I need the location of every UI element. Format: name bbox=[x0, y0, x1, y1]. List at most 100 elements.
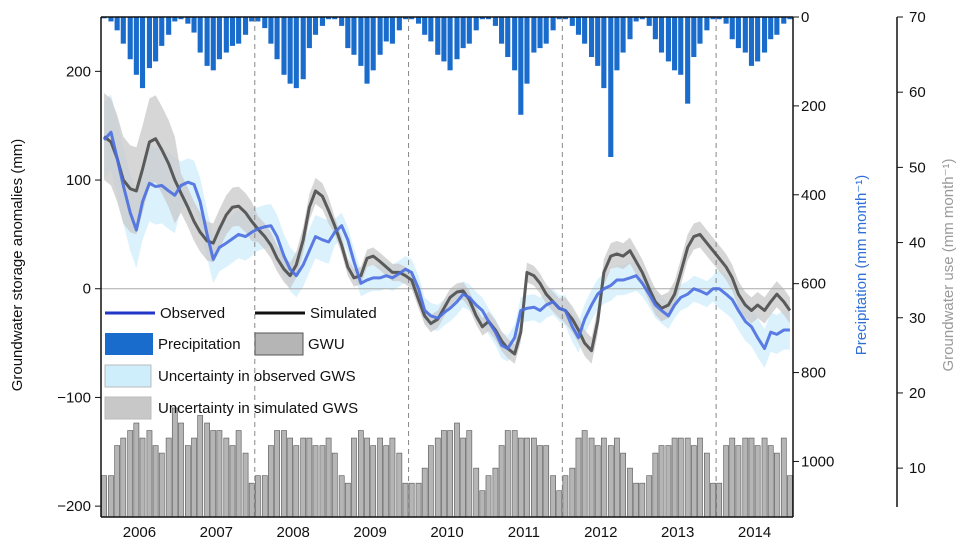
y-tick-label: −200 bbox=[57, 498, 91, 515]
gwu-bar bbox=[114, 445, 121, 518]
precipitation-bar bbox=[742, 17, 748, 53]
precipitation-bar bbox=[723, 17, 729, 24]
gwu-bar bbox=[358, 430, 364, 518]
gwu-bar bbox=[665, 445, 672, 518]
gwu-bar bbox=[300, 437, 307, 518]
precipitation-bar bbox=[685, 17, 691, 104]
precipitation-bar bbox=[351, 17, 357, 55]
precipitation-bar bbox=[146, 17, 153, 69]
precipitation-bar bbox=[120, 17, 126, 44]
gwu-bar bbox=[735, 445, 742, 518]
gwu-bar bbox=[254, 475, 261, 518]
precipitation-bar bbox=[332, 17, 338, 20]
precipitation-bar bbox=[575, 17, 582, 35]
precipitation-bar bbox=[396, 17, 402, 31]
gwu-bar bbox=[723, 445, 729, 518]
precipitation-bar bbox=[524, 17, 530, 84]
gwu-bar bbox=[268, 445, 274, 518]
precipitation-bar bbox=[473, 17, 479, 31]
gwu-bar bbox=[421, 467, 428, 518]
precipitation-bar bbox=[339, 17, 345, 26]
gwu-bar bbox=[473, 467, 480, 518]
gwu-bar bbox=[639, 482, 646, 518]
y2-tick-label: 0 bbox=[801, 9, 809, 26]
precipitation-bar bbox=[242, 17, 249, 35]
gwu-bar bbox=[216, 430, 223, 518]
uncertainty-band bbox=[104, 94, 790, 369]
precipitation-bar bbox=[159, 17, 165, 46]
precipitation-bar bbox=[608, 17, 614, 157]
gwu-bar bbox=[223, 437, 230, 518]
gwu-bar bbox=[748, 437, 755, 518]
precipitation-bar bbox=[435, 17, 441, 55]
precipitation-bar bbox=[293, 17, 299, 89]
gwu-bar bbox=[479, 490, 486, 518]
precipitation-bar bbox=[537, 17, 543, 49]
gwu-bar bbox=[447, 430, 453, 518]
precipitation-bar bbox=[358, 17, 364, 66]
precipitation-bar bbox=[761, 17, 768, 53]
precipitation-bar bbox=[466, 17, 472, 44]
legend-swatch bbox=[104, 396, 152, 420]
precipitation-bar bbox=[389, 17, 395, 44]
precipitation-bar bbox=[697, 17, 703, 44]
precipitation-bar bbox=[197, 17, 203, 53]
gwu-bar bbox=[351, 437, 357, 518]
gwu-bar bbox=[761, 437, 768, 518]
legend-swatch bbox=[254, 332, 304, 356]
precipitation-bar bbox=[415, 17, 422, 24]
precipitation-bar bbox=[479, 17, 485, 20]
precipitation-bar bbox=[306, 17, 312, 49]
precipitation-bar bbox=[569, 17, 575, 26]
precipitation-bar bbox=[582, 17, 588, 44]
precipitation-bar bbox=[268, 17, 274, 44]
gwu-bar bbox=[402, 482, 409, 518]
legend-label: GWU bbox=[308, 336, 345, 353]
gwu-bar bbox=[287, 437, 294, 518]
y-axis-title: Groundwater storage anomalies (mm) bbox=[9, 139, 26, 392]
gwu-bar bbox=[658, 445, 665, 518]
y-tick-label: −100 bbox=[57, 389, 91, 406]
precipitation-bar bbox=[652, 17, 658, 40]
gwu-bar bbox=[684, 437, 691, 518]
gwu-bar bbox=[569, 467, 576, 518]
precipitation-bar bbox=[229, 17, 236, 46]
precipitation-bar bbox=[781, 17, 787, 24]
precipitation-bar bbox=[735, 17, 741, 49]
gwu-bar bbox=[627, 467, 633, 518]
x-tick-label: 2013 bbox=[661, 524, 694, 541]
gwu-bar bbox=[710, 482, 716, 518]
gwu-bar bbox=[191, 437, 197, 518]
y-tick-label: 0 bbox=[83, 281, 91, 298]
gwu-bar bbox=[773, 452, 780, 518]
precipitation-bar bbox=[704, 17, 710, 31]
precipitation-bar bbox=[512, 17, 518, 71]
gwu-bar bbox=[293, 445, 300, 518]
gwu-bar bbox=[767, 445, 774, 518]
gwu-bar bbox=[204, 422, 210, 518]
gwu-bar bbox=[158, 452, 165, 518]
gwu-bar bbox=[274, 430, 280, 518]
gwu-bar bbox=[646, 475, 653, 518]
precipitation-bar bbox=[127, 17, 133, 60]
y3-tick-label: 60 bbox=[909, 84, 926, 101]
y-tick-label: 100 bbox=[66, 172, 91, 189]
gwu-bar bbox=[504, 430, 511, 518]
gwu-bar bbox=[588, 437, 595, 518]
precipitation-bar bbox=[133, 17, 139, 75]
precipitation-bar bbox=[249, 17, 255, 22]
gwu-bar bbox=[312, 445, 319, 518]
precipitation-bar bbox=[748, 17, 755, 66]
gwu-bar bbox=[485, 475, 492, 518]
y3-tick-label: 50 bbox=[909, 159, 926, 176]
gwu-bar bbox=[633, 482, 640, 518]
precipitation-bar bbox=[191, 17, 197, 33]
precipitation-bar bbox=[716, 17, 722, 20]
precipitation-bar bbox=[595, 17, 601, 66]
precipitation-bar bbox=[210, 17, 216, 71]
gwu-bar bbox=[133, 422, 140, 518]
gwu-bar bbox=[319, 445, 326, 518]
gwu-bar bbox=[261, 475, 268, 518]
